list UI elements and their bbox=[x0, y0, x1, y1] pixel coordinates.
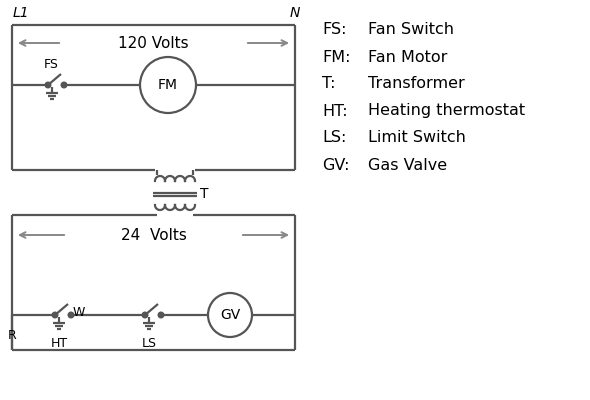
Text: LS:: LS: bbox=[322, 130, 346, 146]
Circle shape bbox=[45, 82, 51, 88]
Circle shape bbox=[61, 82, 67, 88]
Text: LS: LS bbox=[142, 337, 156, 350]
Text: FM: FM bbox=[158, 78, 178, 92]
Text: Limit Switch: Limit Switch bbox=[368, 130, 466, 146]
Text: GV: GV bbox=[220, 308, 240, 322]
Text: HT: HT bbox=[50, 337, 68, 350]
Circle shape bbox=[52, 312, 58, 318]
Text: N: N bbox=[290, 6, 300, 20]
Text: 120 Volts: 120 Volts bbox=[118, 36, 189, 50]
Circle shape bbox=[158, 312, 164, 318]
Text: Fan Switch: Fan Switch bbox=[368, 22, 454, 38]
Text: Gas Valve: Gas Valve bbox=[368, 158, 447, 172]
Text: FS: FS bbox=[44, 58, 58, 71]
Circle shape bbox=[68, 312, 74, 318]
Text: T: T bbox=[200, 187, 208, 201]
Text: Fan Motor: Fan Motor bbox=[368, 50, 447, 64]
Text: 24  Volts: 24 Volts bbox=[120, 228, 186, 242]
Text: L1: L1 bbox=[13, 6, 30, 20]
Text: FS:: FS: bbox=[322, 22, 346, 38]
Text: HT:: HT: bbox=[322, 104, 348, 118]
Text: T:: T: bbox=[322, 76, 336, 92]
Text: R: R bbox=[8, 329, 17, 342]
Text: W: W bbox=[73, 306, 86, 320]
Text: GV:: GV: bbox=[322, 158, 349, 172]
Text: FM:: FM: bbox=[322, 50, 350, 64]
Text: Transformer: Transformer bbox=[368, 76, 465, 92]
Text: Heating thermostat: Heating thermostat bbox=[368, 104, 525, 118]
Circle shape bbox=[142, 312, 148, 318]
